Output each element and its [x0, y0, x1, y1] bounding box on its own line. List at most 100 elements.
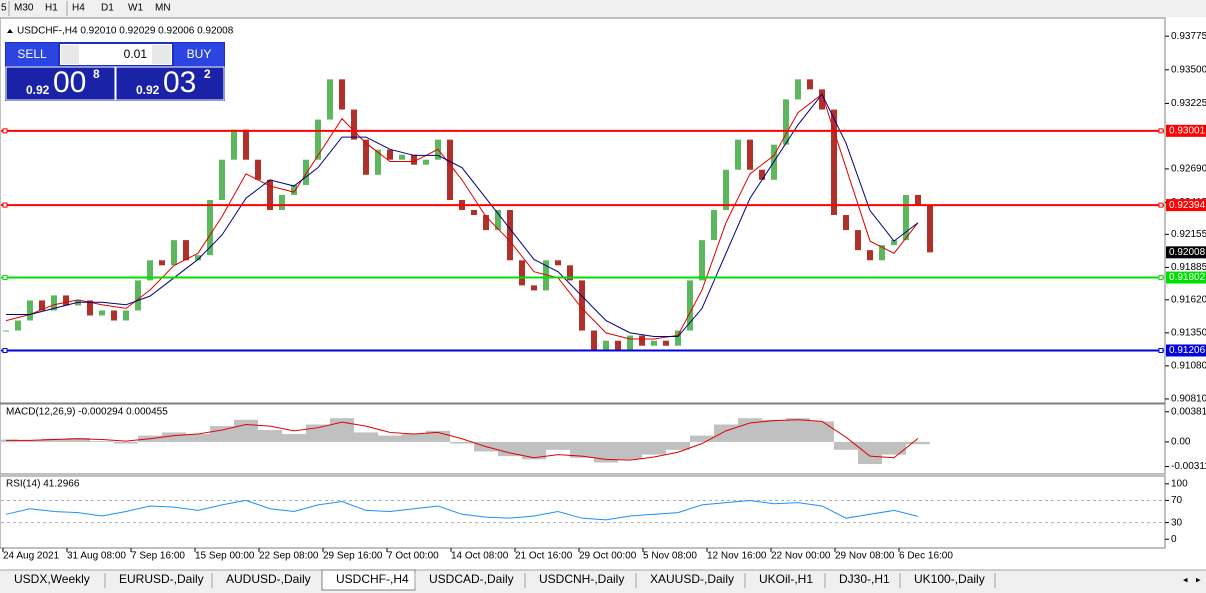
candle — [687, 280, 693, 331]
level-label-bg — [1166, 271, 1206, 284]
macd-signal-line — [6, 419, 919, 461]
x-tick-label: 7 Sep 16:00 — [131, 551, 185, 562]
candle — [891, 240, 897, 246]
tab-scroll-left[interactable]: ◂ — [1183, 574, 1188, 584]
candle — [219, 159, 225, 200]
level-handle[interactable] — [2, 128, 8, 134]
chart-title: USDCHF-,H4 0.92010 0.92029 0.92006 0.920… — [17, 26, 234, 37]
candle — [927, 204, 933, 253]
tab[interactable]: UKOil-,H1 — [759, 572, 813, 586]
timeframe-button[interactable]: M30 — [14, 3, 34, 14]
y-tick-label: 70 — [1171, 495, 1183, 506]
level-label: 0.92394 — [1169, 200, 1206, 211]
timeframe-button[interactable]: H1 — [45, 3, 58, 14]
candle — [123, 310, 129, 321]
tab[interactable]: DJ30-,H1 — [839, 572, 890, 586]
lot-box[interactable] — [60, 44, 172, 65]
buy-label[interactable]: BUY — [187, 47, 212, 61]
level-label-bg — [1166, 199, 1206, 212]
buy-price-big: 0.92 — [136, 83, 160, 97]
tab[interactable]: USDCNH-,Daily — [539, 572, 624, 586]
tab[interactable]: USDCHF-,H4 — [336, 572, 409, 586]
buy-price-box[interactable] — [115, 66, 225, 101]
macd-histogram-bar — [210, 426, 234, 442]
y-tick-label: 0.003811 — [1171, 406, 1206, 417]
timeframe-button[interactable]: MN — [155, 3, 171, 14]
macd-histogram-bar — [18, 440, 42, 442]
lot-up[interactable] — [152, 45, 171, 64]
macd-histogram-bar — [282, 434, 306, 442]
level-handle[interactable] — [2, 202, 8, 208]
x-tick-label: 31 Aug 08:00 — [67, 551, 126, 562]
y-tick-label: 30 — [1171, 517, 1183, 528]
tab[interactable]: AUDUSD-,Daily — [226, 572, 311, 586]
candle — [651, 340, 657, 346]
level-handle[interactable] — [2, 275, 8, 281]
level-handle[interactable] — [2, 347, 8, 353]
candle — [567, 265, 573, 281]
y-tick-label: 0.92155 — [1171, 229, 1206, 240]
timeframe-button[interactable]: H4 — [72, 3, 85, 14]
sell-label[interactable]: SELL — [17, 47, 47, 61]
macd-histogram-bar — [882, 441, 906, 455]
tab[interactable]: USDX,Weekly — [14, 572, 90, 586]
candle — [303, 159, 309, 185]
candle — [99, 310, 105, 316]
candle — [87, 300, 93, 316]
macd-histogram-bar — [570, 441, 594, 458]
rsi-line — [5, 499, 919, 521]
level-label: 0.93001 — [1169, 125, 1206, 136]
candle — [735, 139, 741, 170]
level-handle[interactable] — [1158, 347, 1164, 353]
candle — [195, 255, 201, 261]
level-handle[interactable] — [1158, 202, 1164, 208]
last-price-bg — [1166, 246, 1206, 259]
lot-value[interactable]: 0.01 — [124, 47, 148, 61]
tab-scroll-right[interactable]: ▸ — [1196, 574, 1201, 584]
collapse-icon[interactable] — [7, 29, 13, 33]
lot-down[interactable] — [61, 45, 79, 64]
trade-panel: SELL 0.01 BUY 0.92 00 8 0.92 03 2 — [5, 42, 225, 101]
candle — [531, 285, 537, 291]
level-label: 0.91802 — [1169, 272, 1206, 283]
rsi-title: RSI(14) 41.2966 — [6, 479, 80, 490]
timeframe-button[interactable]: 5 — [1, 3, 7, 14]
sell-price-box[interactable] — [5, 66, 116, 101]
tab[interactable]: UK100-,Daily — [914, 572, 985, 586]
candle — [915, 194, 921, 205]
y-tick-label: 0.91080 — [1171, 361, 1206, 372]
macd-histogram-bar — [858, 441, 882, 465]
macd-histogram-bar — [834, 441, 858, 450]
candle — [723, 169, 729, 211]
timeframe-button[interactable]: W1 — [128, 3, 143, 14]
macd-histogram-bar — [522, 441, 546, 460]
candle — [483, 215, 489, 231]
level-handle[interactable] — [1158, 275, 1164, 281]
candle — [759, 169, 765, 180]
candle — [495, 210, 501, 231]
candle — [51, 295, 57, 311]
macd-histogram-bar — [690, 435, 714, 442]
candle — [543, 260, 549, 291]
candle — [243, 129, 249, 160]
candle — [171, 240, 177, 266]
tab[interactable]: XAUUSD-,Daily — [650, 572, 734, 586]
candle — [291, 184, 297, 195]
tab[interactable]: EURUSD-,Daily — [119, 572, 204, 586]
macd-histogram-bar — [162, 432, 186, 442]
candle — [615, 340, 621, 351]
y-tick-label: -0.003115 — [1171, 461, 1206, 472]
macd-histogram-bar — [42, 438, 66, 442]
sell-button[interactable] — [6, 43, 58, 66]
buy-button[interactable] — [174, 43, 224, 66]
x-tick-label: 24 Aug 2021 — [3, 551, 60, 562]
x-tick-label: 5 Nov 08:00 — [643, 551, 697, 562]
macd-histogram-bar — [186, 434, 210, 442]
timeframe-button[interactable]: D1 — [101, 3, 114, 14]
candle — [327, 79, 333, 120]
macd-histogram-bar — [762, 419, 786, 442]
y-tick-label: 100 — [1171, 478, 1188, 489]
level-handle[interactable] — [1158, 128, 1164, 134]
tab[interactable]: USDCAD-,Daily — [429, 572, 514, 586]
level-label-bg — [1166, 124, 1206, 137]
